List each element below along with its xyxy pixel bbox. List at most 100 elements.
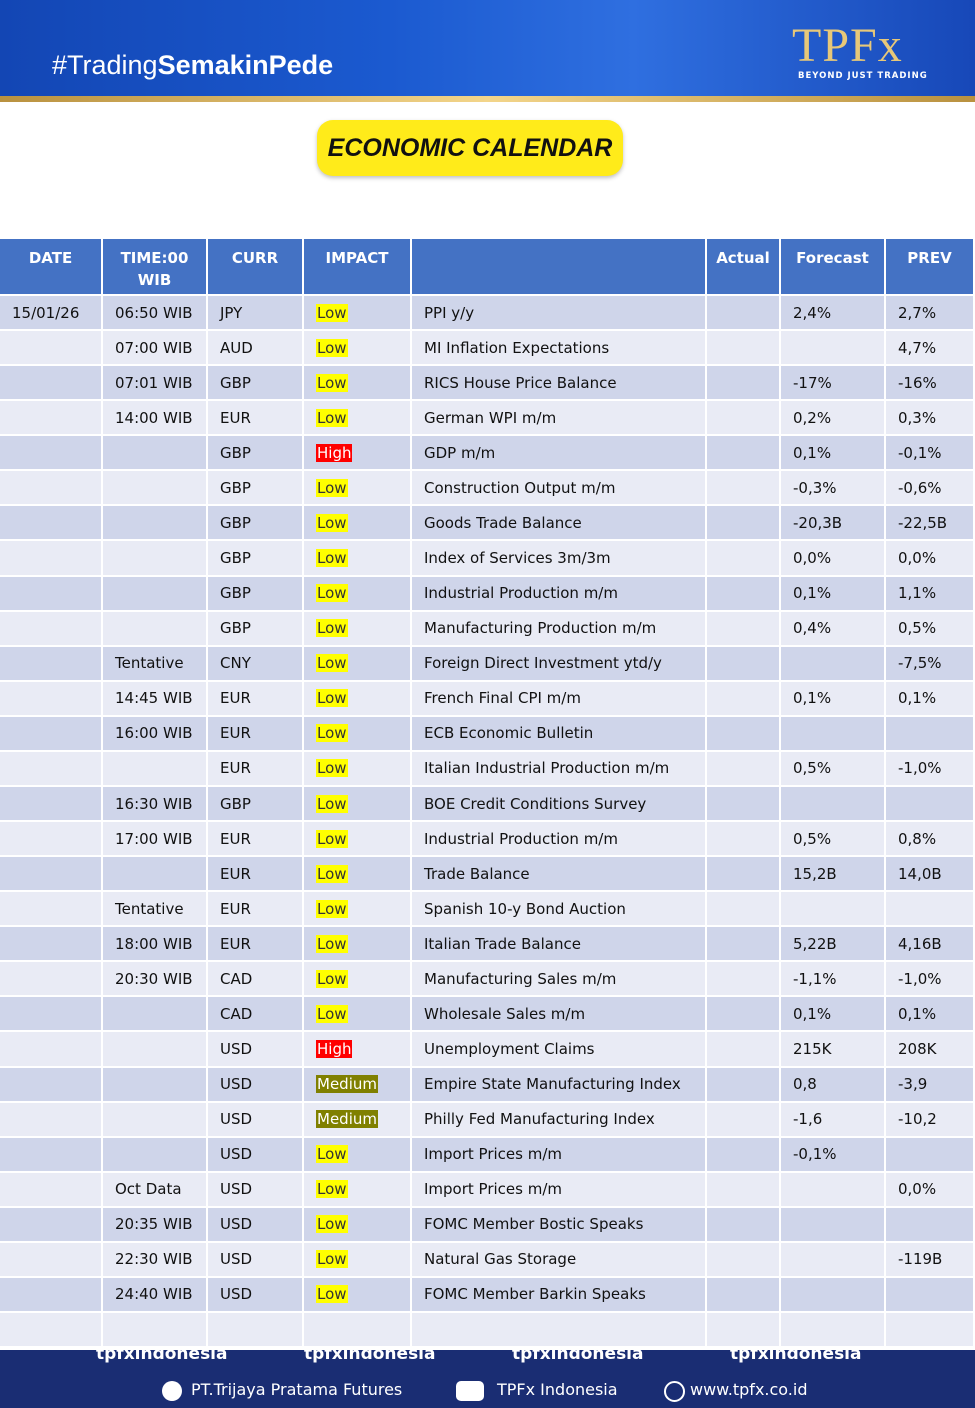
impact-cell: Low [304,646,412,682]
youtube-icon [456,1381,484,1401]
date-cell [0,1277,103,1314]
youtube-link[interactable]: TPFx Indonesia [497,1380,618,1399]
impact-cell: Low [304,1137,412,1173]
event-cell: GDP m/m [412,436,707,472]
hashtag: #TradingSemakinPede [52,50,333,81]
date-cell [0,611,103,647]
previous-cell: 0,0% [886,541,975,577]
impact-cell: Low [304,927,412,963]
date-cell [0,822,103,858]
event-cell: Manufacturing Sales m/m [412,962,707,998]
previous-cell: -1,0% [886,962,975,998]
website-link[interactable]: www.tpfx.co.id [690,1380,808,1399]
social-handle[interactable]: tpfxindonesia [96,1344,228,1364]
forecast-cell [781,1207,886,1243]
currency-cell: JPY [208,296,304,332]
previous-cell: 14,0B [886,857,975,893]
date-cell [0,681,103,717]
column-header: PREV [886,239,975,294]
actual-cell [707,1277,781,1314]
currency-cell: EUR [208,751,304,787]
actual-cell [707,1137,781,1173]
forecast-cell [781,1172,886,1208]
time-cell [103,1102,208,1138]
page-title: ECONOMIC CALENDAR [317,120,623,176]
previous-cell: 0,3% [886,401,975,437]
time-cell [103,857,208,893]
empty-cell [208,1313,304,1349]
forecast-cell [781,331,886,367]
previous-cell: -0,6% [886,471,975,507]
date-cell [0,962,103,998]
company-link[interactable]: PT.Trijaya Pratama Futures [191,1380,403,1399]
currency-cell: GBP [208,786,304,823]
column-header: DATE [0,239,103,294]
impact-badge: Low [316,584,348,603]
date-cell [0,331,103,367]
event-cell: Goods Trade Balance [412,506,707,542]
impact-cell: Low [304,857,412,893]
social-handle[interactable]: tpfxindonesia [512,1344,644,1364]
date-cell [0,751,103,787]
previous-cell [886,1277,975,1314]
previous-cell: 4,7% [886,331,975,367]
time-cell: 16:00 WIB [103,716,208,752]
currency-cell: GBP [208,471,304,507]
time-cell [103,1067,208,1103]
forecast-cell [781,892,886,928]
currency-cell: GBP [208,541,304,577]
impact-cell: Low [304,751,412,787]
time-cell [103,471,208,507]
currency-cell: USD [208,1067,304,1103]
impact-badge: Low [316,864,348,883]
impact-badge: Low [316,303,348,322]
time-cell [103,436,208,472]
time-cell: 07:01 WIB [103,366,208,402]
date-cell [0,1067,103,1103]
time-cell [103,1032,208,1068]
previous-cell [886,892,975,928]
previous-cell [886,1207,975,1243]
impact-badge: Low [316,759,348,778]
forecast-cell: 0,2% [781,401,886,437]
hashtag-plain: #Trading [52,50,158,80]
impact-cell: Low [304,1277,412,1314]
column-header: Actual [707,239,781,294]
time-cell: 06:50 WIB [103,296,208,332]
impact-badge: Low [316,1145,348,1164]
previous-cell: 0,1% [886,681,975,717]
currency-cell: EUR [208,681,304,717]
event-cell: Unemployment Claims [412,1032,707,1068]
actual-cell [707,611,781,647]
time-cell: 24:40 WIB [103,1277,208,1314]
event-cell: Italian Industrial Production m/m [412,751,707,787]
actual-cell [707,646,781,682]
event-cell: Foreign Direct Investment ytd/y [412,646,707,682]
impact-badge: High [316,443,353,462]
previous-cell [886,1137,975,1173]
linkedin-icon [162,1381,182,1401]
empty-cell [707,1313,781,1349]
impact-cell: Low [304,401,412,437]
currency-cell: CAD [208,962,304,998]
time-cell: 16:30 WIB [103,786,208,823]
social-handle[interactable]: tpfxindonesia [730,1344,862,1364]
social-handle[interactable]: tpfxindonesia [304,1344,436,1364]
impact-badge: Low [316,619,348,638]
previous-cell: 0,5% [886,611,975,647]
impact-badge: Low [316,794,348,813]
previous-cell: 0,8% [886,822,975,858]
currency-cell: USD [208,1242,304,1278]
column-header: IMPACT [304,239,412,294]
previous-cell: 0,1% [886,997,975,1033]
previous-cell: -119B [886,1242,975,1278]
impact-cell: Low [304,576,412,612]
event-cell: Industrial Production m/m [412,822,707,858]
logo[interactable]: TPFx [792,19,903,72]
currency-cell: EUR [208,892,304,928]
event-cell: Industrial Production m/m [412,576,707,612]
forecast-cell: 0,5% [781,751,886,787]
time-cell: Tentative [103,892,208,928]
impact-badge: Low [316,549,348,568]
column-header: CURR [208,239,304,294]
